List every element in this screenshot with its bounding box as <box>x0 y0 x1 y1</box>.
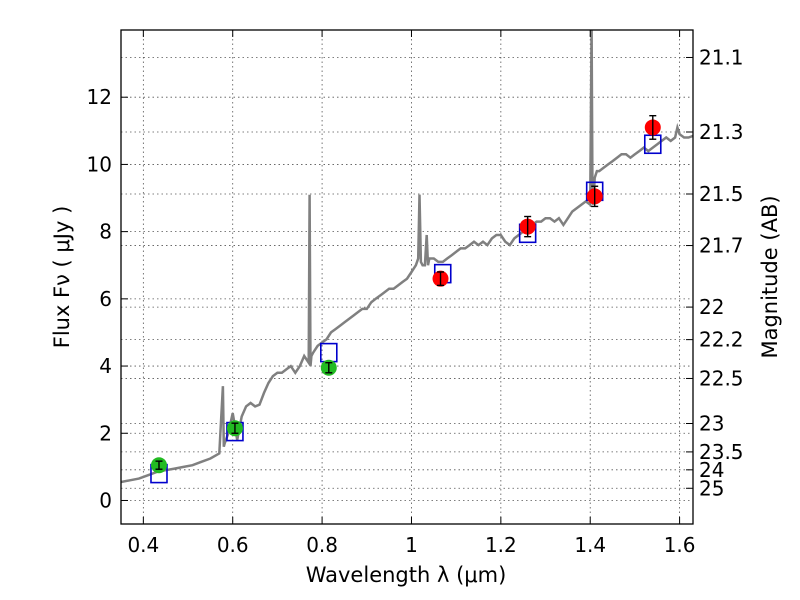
spectrum-line <box>121 30 693 484</box>
x-tick-label: 0.4 <box>127 533 159 557</box>
spectrum-layer <box>121 30 693 484</box>
axis-ticks: 0.4 0.6 0.8 1 1.2 1.4 1.602468101221.121.321.5… <box>87 30 744 557</box>
x-tick-label: 1.4 <box>574 533 606 557</box>
mag-tick-label: 22.2 <box>699 328 744 352</box>
x-tick-label: 1 <box>405 533 418 557</box>
y-axis-title: Flux Fν ( μJy ) <box>50 206 74 349</box>
mag-tick-label: 21.5 <box>699 182 744 206</box>
x-axis-title: Wavelength λ (μm) <box>306 563 507 587</box>
mag-tick-label: 22 <box>699 295 724 319</box>
mag-tick-label: 25 <box>699 476 724 500</box>
x-tick-label: 0.6 <box>217 533 249 557</box>
x-tick-label: 0.8 <box>306 533 338 557</box>
y-tick-label: 8 <box>99 220 112 244</box>
plot-frame <box>120 29 694 525</box>
mag-tick-label: 21.7 <box>699 234 744 258</box>
markers-layer <box>150 114 662 484</box>
y-tick-label: 2 <box>99 421 112 445</box>
mag-tick-label: 21.3 <box>699 120 744 144</box>
y-tick-label: 0 <box>99 488 112 512</box>
mag-tick-label: 21.1 <box>699 45 744 69</box>
x-tick-label: 1.6 <box>664 533 696 557</box>
y-tick-label: 4 <box>99 354 112 378</box>
y2-axis-title: Magnitude (AB) <box>758 195 782 358</box>
mag-tick-label: 24 <box>699 458 724 482</box>
x-tick-label: 1.2 <box>485 533 517 557</box>
y-tick-label: 6 <box>99 287 112 311</box>
mag-tick-label: 23 <box>699 411 724 435</box>
mag-tick-label: 23.5 <box>699 440 744 464</box>
y-tick-label: 12 <box>87 85 112 109</box>
grid-lines <box>121 30 693 524</box>
mag-tick-label: 22.5 <box>699 366 744 390</box>
y-tick-label: 10 <box>87 152 112 176</box>
